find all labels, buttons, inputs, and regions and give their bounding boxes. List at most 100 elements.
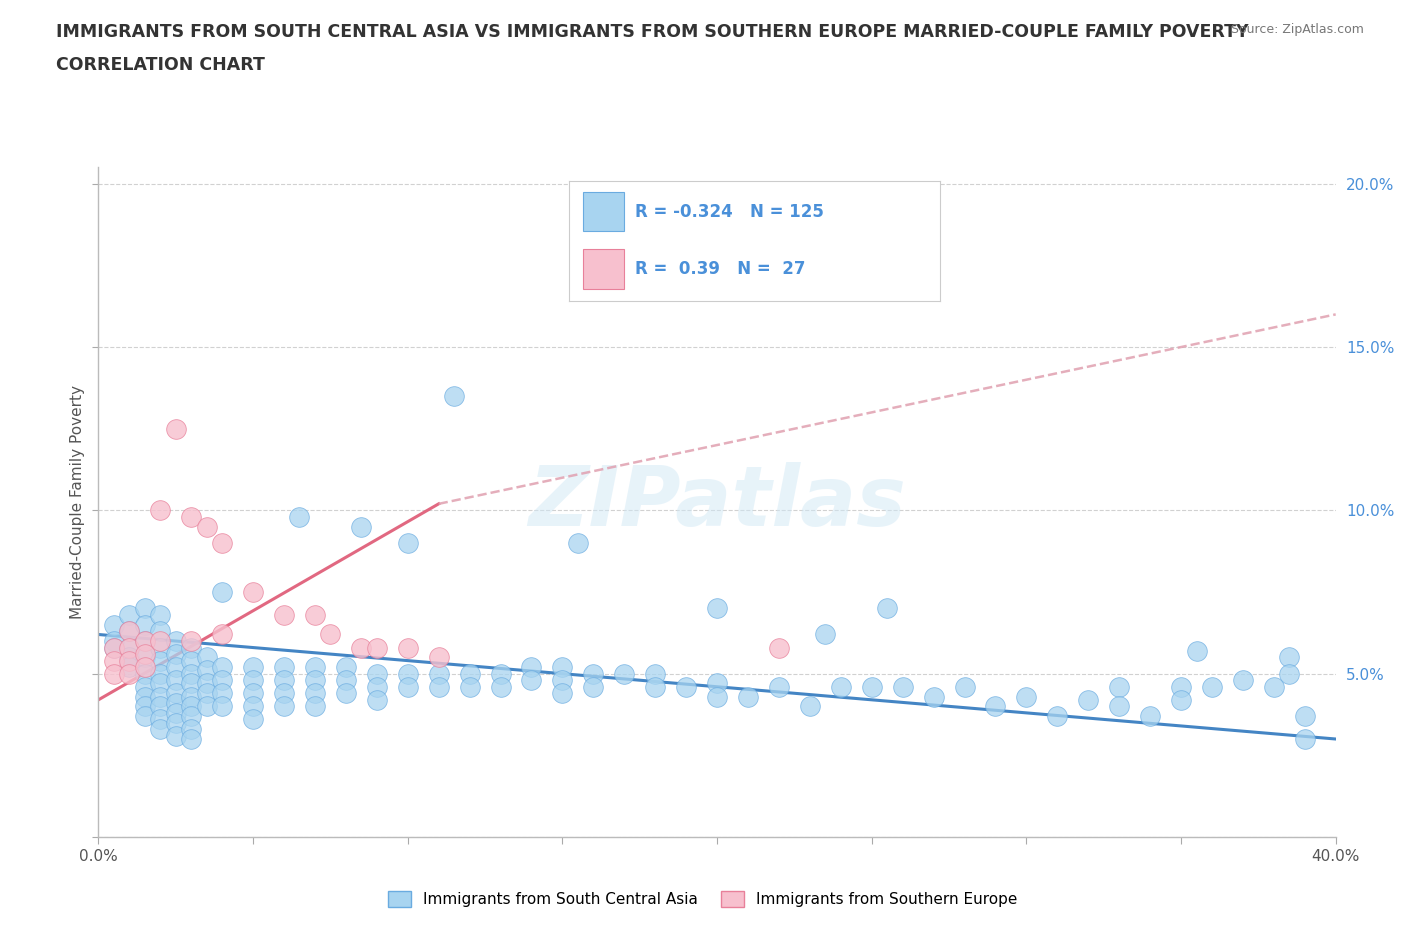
Point [134,646,156,661]
Point [1263,679,1285,694]
Point [211,672,233,687]
Point [551,672,574,687]
Point [103,653,125,668]
Point [551,685,574,700]
Y-axis label: Married-Couple Family Poverty: Married-Couple Family Poverty [69,385,84,619]
Point [922,689,945,704]
Point [149,712,172,727]
Point [180,732,202,747]
Point [489,679,512,694]
Point [567,536,589,551]
Point [242,659,264,674]
Point [180,653,202,668]
Point [149,640,172,655]
Point [706,689,728,704]
Text: CORRELATION CHART: CORRELATION CHART [56,56,266,73]
Point [211,585,233,600]
Point [396,536,419,551]
Point [211,536,233,551]
Point [366,640,388,655]
Point [768,640,790,655]
Point [149,624,172,639]
Point [366,679,388,694]
Point [582,679,605,694]
Point [443,389,465,404]
Point [273,672,295,687]
Point [211,685,233,700]
Point [304,607,326,622]
Point [319,627,342,642]
Point [118,653,141,668]
Point [195,685,218,700]
Point [242,712,264,727]
Point [1294,732,1316,747]
Point [118,650,141,665]
Point [180,709,202,724]
Point [551,659,574,674]
Point [165,728,187,743]
Point [165,421,187,436]
Point [427,666,450,681]
Point [984,699,1007,714]
Point [706,601,728,616]
Point [149,653,172,668]
Point [1201,679,1223,694]
Point [335,672,357,687]
Point [644,679,666,694]
Point [134,699,156,714]
Point [953,679,976,694]
Point [165,696,187,711]
Point [304,685,326,700]
Point [134,601,156,616]
Point [304,672,326,687]
Point [165,715,187,730]
Point [149,607,172,622]
Point [134,633,156,648]
Point [242,685,264,700]
Point [768,679,790,694]
Point [118,607,141,622]
Point [118,624,141,639]
Point [180,689,202,704]
Point [799,699,821,714]
Point [335,659,357,674]
Point [891,679,914,694]
Point [273,685,295,700]
Point [876,601,898,616]
Point [211,659,233,674]
Point [149,722,172,737]
Point [1278,666,1301,681]
Point [520,672,543,687]
Point [149,633,172,648]
Point [134,666,156,681]
Point [830,679,852,694]
Text: Source: ZipAtlas.com: Source: ZipAtlas.com [1230,23,1364,36]
Point [149,676,172,691]
Point [103,633,125,648]
Point [737,689,759,704]
Point [613,666,636,681]
Point [304,699,326,714]
Point [195,699,218,714]
Point [396,640,419,655]
Point [366,692,388,707]
Point [273,699,295,714]
Point [180,699,202,714]
Point [103,618,125,632]
Point [118,640,141,655]
Point [1077,692,1099,707]
Point [118,666,141,681]
Point [180,722,202,737]
Point [134,709,156,724]
Point [103,666,125,681]
Point [1232,672,1254,687]
Point [1108,679,1130,694]
Point [1015,689,1038,704]
Point [273,607,295,622]
Point [1185,644,1208,658]
Point [489,666,512,681]
Point [366,666,388,681]
Point [180,676,202,691]
Point [195,519,218,534]
Point [288,510,311,525]
